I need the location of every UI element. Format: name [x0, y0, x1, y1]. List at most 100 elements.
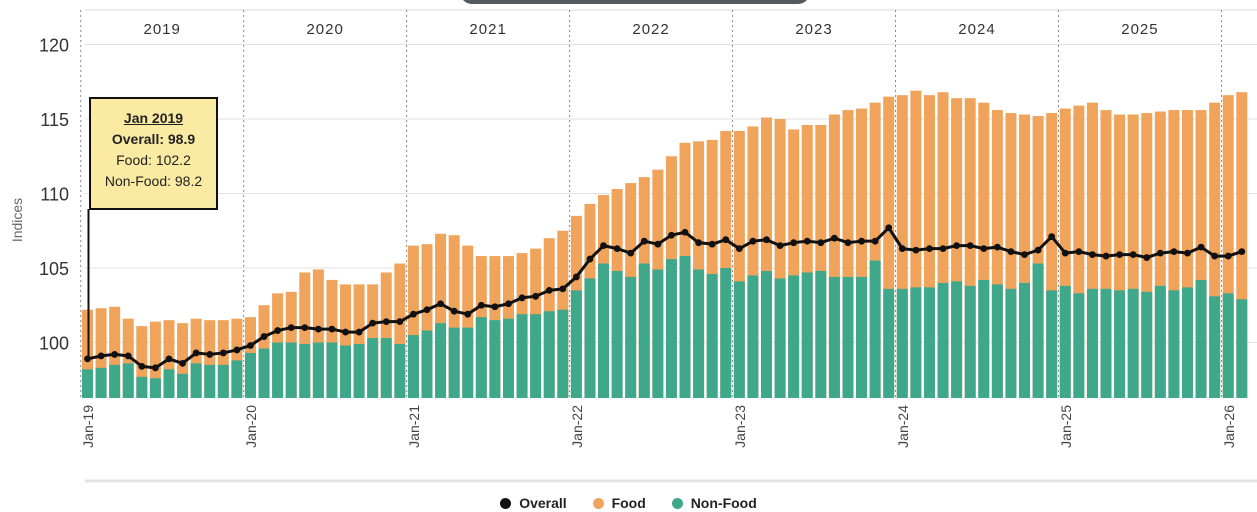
overall-point — [342, 328, 349, 336]
food-bar — [842, 110, 854, 398]
nonfood-bar — [693, 269, 705, 398]
legend-item-nonfood[interactable]: Non-Food — [671, 495, 757, 511]
overall-point — [640, 237, 648, 245]
year-label: 2023 — [795, 21, 832, 38]
overall-point — [1102, 252, 1110, 260]
nonfood-bar — [923, 287, 935, 398]
nonfood-bar — [815, 270, 827, 398]
overall-point — [668, 231, 675, 239]
overall-point — [790, 239, 798, 247]
nonfood-bar — [190, 363, 202, 398]
overall-point — [600, 242, 607, 250]
overall-point — [1170, 248, 1178, 256]
nonfood-bar — [163, 369, 175, 398]
nonfood-bar — [380, 338, 392, 398]
overall-point — [274, 327, 282, 334]
nonfood-bar — [1100, 288, 1112, 398]
nonfood-bar — [598, 263, 610, 398]
nonfood-bar — [1114, 290, 1126, 398]
nonfood-bar — [733, 281, 745, 398]
food-bar — [462, 245, 474, 398]
overall-point — [287, 324, 295, 331]
overall-point — [627, 249, 635, 257]
food-bar — [136, 326, 148, 398]
overall-point — [858, 237, 865, 245]
overall-point — [301, 324, 309, 331]
overall-point — [776, 242, 784, 250]
nonfood-bar — [353, 343, 365, 398]
nonfood-bar — [435, 323, 447, 398]
overall-point — [735, 245, 743, 253]
overall-point — [124, 352, 132, 360]
y-tick-label: 115 — [40, 110, 69, 130]
overall-point — [1034, 246, 1042, 254]
overall-point — [871, 237, 879, 245]
y-tick-label: 120 — [39, 36, 69, 56]
nonfood-bar — [638, 263, 650, 398]
overall-point — [328, 325, 336, 333]
tooltip-food: Food: 102.2 — [116, 152, 191, 168]
food-bar — [435, 233, 447, 398]
y-tick-label: 100 — [39, 334, 69, 354]
nonfood-bar — [584, 278, 596, 398]
food-bar — [231, 318, 243, 398]
nonfood-bar — [1209, 296, 1221, 398]
nonfood-bar — [964, 285, 976, 398]
food-bar — [801, 124, 813, 399]
legend-item-overall[interactable]: Overall — [500, 495, 567, 511]
nonfood-bar — [761, 270, 772, 398]
food-bar — [149, 321, 161, 398]
nonfood-bar — [326, 342, 338, 398]
nonfood-bar — [665, 259, 677, 398]
food-bar — [1195, 110, 1207, 398]
nonfood-bar — [1141, 291, 1153, 398]
food-bar — [815, 124, 827, 399]
food-bar — [326, 279, 338, 398]
nonfood-bar — [978, 279, 990, 398]
overall-point — [1143, 254, 1151, 261]
nonfood-bar — [82, 369, 93, 398]
x-tick-label: Jan-25 — [1058, 405, 1074, 448]
nonfood-bar — [462, 327, 474, 398]
nonfood-bar — [910, 287, 922, 398]
nonfood-bar — [502, 318, 514, 398]
overall-point — [1129, 251, 1137, 258]
food-bar — [380, 272, 392, 398]
overall-point — [681, 228, 689, 236]
nonfood-bar — [747, 275, 759, 398]
nonfood-bar — [1168, 290, 1180, 398]
nonfood-bar — [679, 256, 691, 398]
nonfood-bar — [720, 268, 732, 398]
legend-label-overall: Overall — [519, 495, 567, 511]
overall-point — [247, 342, 254, 349]
nonfood-bar — [611, 270, 623, 398]
x-tick-label: Jan-24 — [895, 405, 911, 448]
y-tick-label: 110 — [40, 185, 69, 205]
overall-point — [464, 310, 472, 318]
food-bar — [312, 269, 324, 398]
food-bar — [421, 244, 433, 398]
overall-point — [314, 325, 322, 333]
legend-label-food: Food — [611, 495, 646, 511]
overall-point — [518, 294, 526, 302]
x-tick-label: Jan-22 — [569, 405, 585, 448]
year-label: 2025 — [1121, 21, 1158, 38]
overall-point — [586, 255, 594, 263]
overall-point — [192, 349, 200, 357]
overall-point — [260, 333, 268, 340]
nonfood-bar — [299, 343, 311, 398]
nonfood-bar — [869, 260, 881, 398]
food-bar — [299, 272, 311, 398]
nonfood-bar — [340, 345, 352, 398]
legend-item-food[interactable]: Food — [592, 495, 646, 511]
overall-point — [396, 318, 404, 326]
x-tick-label: Jan-23 — [732, 405, 748, 448]
nonfood-bar — [543, 311, 555, 398]
food-bar — [1046, 113, 1058, 398]
food-bar — [706, 139, 718, 399]
overall-point — [152, 364, 159, 372]
nonfood-bar — [1154, 285, 1166, 398]
nonfood-bar — [1059, 285, 1071, 398]
overall-point — [410, 310, 417, 318]
